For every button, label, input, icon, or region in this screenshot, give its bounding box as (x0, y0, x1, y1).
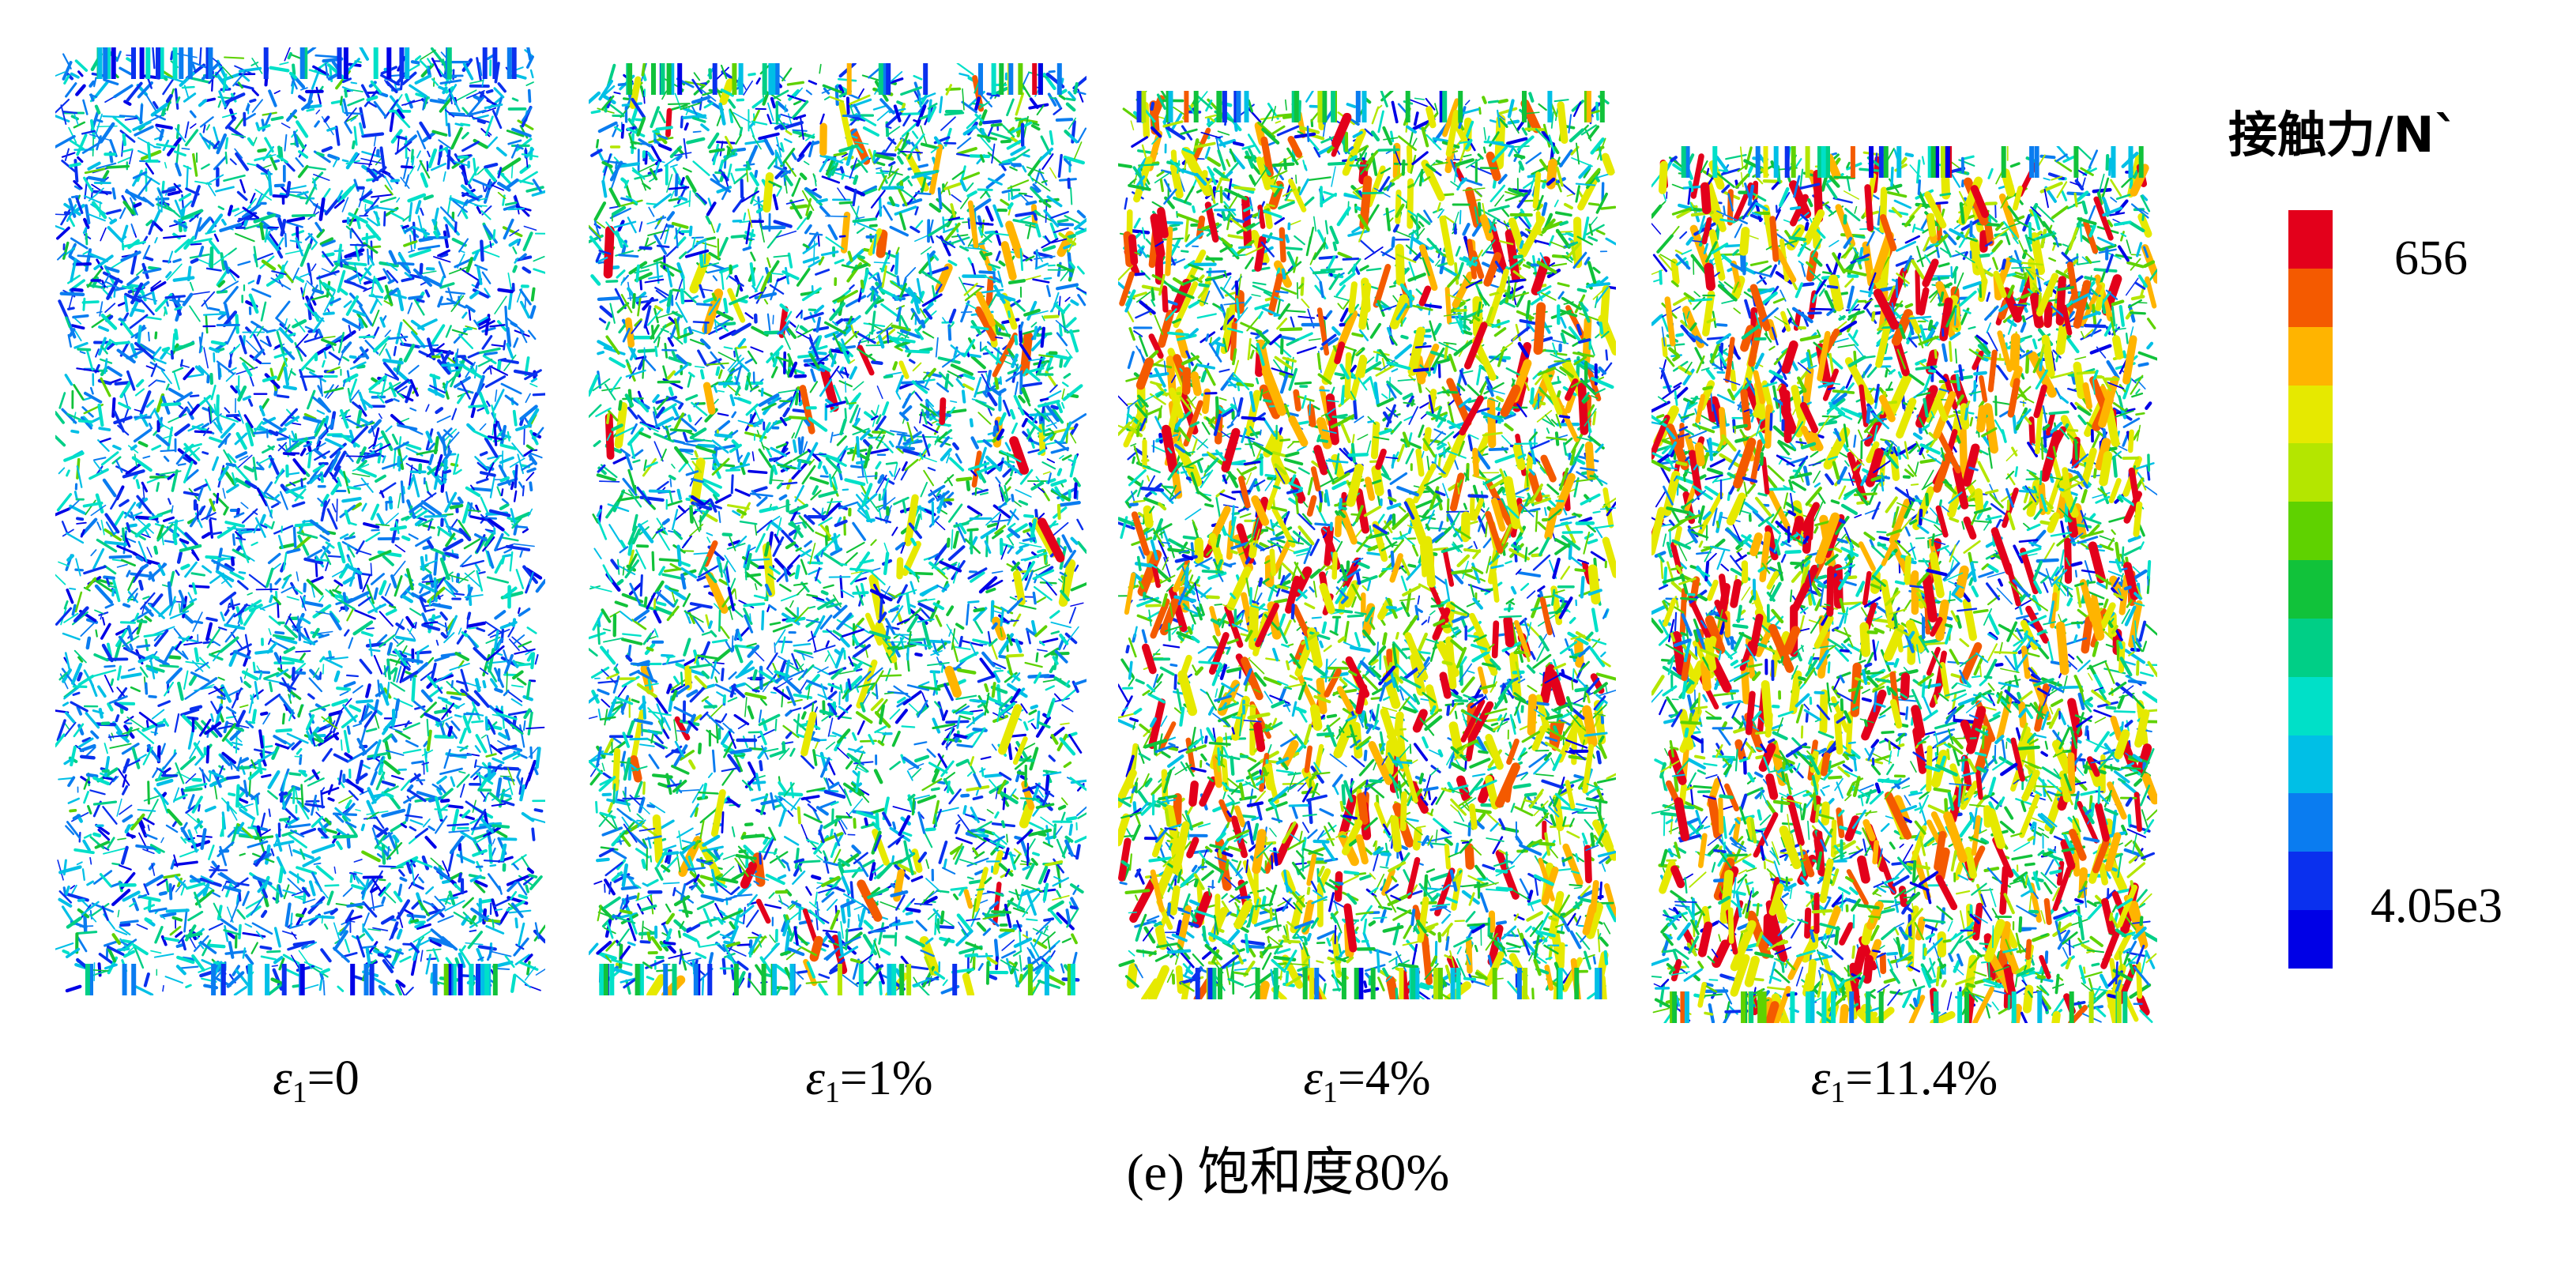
contact-chains (1651, 146, 2157, 1023)
legend-swatch (2288, 676, 2333, 735)
legend-swatch (2288, 560, 2333, 619)
legend-swatch (2288, 793, 2333, 852)
specimen-strain-4 (1118, 91, 1616, 999)
legend-swatch (2288, 618, 2333, 677)
contact-chains (589, 63, 1087, 995)
strain-label-4: ε1=4% (1303, 1051, 1431, 1109)
legend-swatch (2288, 502, 2333, 561)
contact-network-strain-1 (589, 63, 1087, 995)
legend-color-bar (2288, 210, 2333, 969)
contact-network-strain-0 (55, 47, 545, 995)
legend-title: 接触力/N` (2228, 106, 2459, 164)
legend-swatch (2288, 443, 2333, 502)
specimen-strain-0 (55, 47, 545, 995)
contact-network-strain-4 (1118, 91, 1616, 999)
strain-label-0: ε1=0 (273, 1051, 360, 1109)
legend-swatch (2288, 210, 2333, 269)
contact-chains (55, 47, 545, 995)
legend-swatch (2288, 268, 2333, 327)
legend-swatch (2288, 735, 2333, 794)
strain-label-11-4: ε1=11.4% (1810, 1051, 1998, 1109)
legend-min-label: 4.05e3 (2371, 879, 2503, 933)
legend-swatch (2288, 385, 2333, 444)
contact-chains (1118, 91, 1616, 999)
contact-network-strain-11-4 (1651, 146, 2157, 1023)
specimen-strain-1 (589, 63, 1087, 995)
legend-max-label: 656 (2394, 231, 2468, 285)
legend-swatch (2288, 910, 2333, 969)
specimen-strain-11-4 (1651, 146, 2157, 1023)
legend-swatch (2288, 326, 2333, 386)
figure-caption: (e) 饱和度80% (1126, 1144, 1450, 1202)
legend-swatch (2288, 852, 2333, 911)
strain-label-1: ε1=1% (805, 1051, 933, 1109)
